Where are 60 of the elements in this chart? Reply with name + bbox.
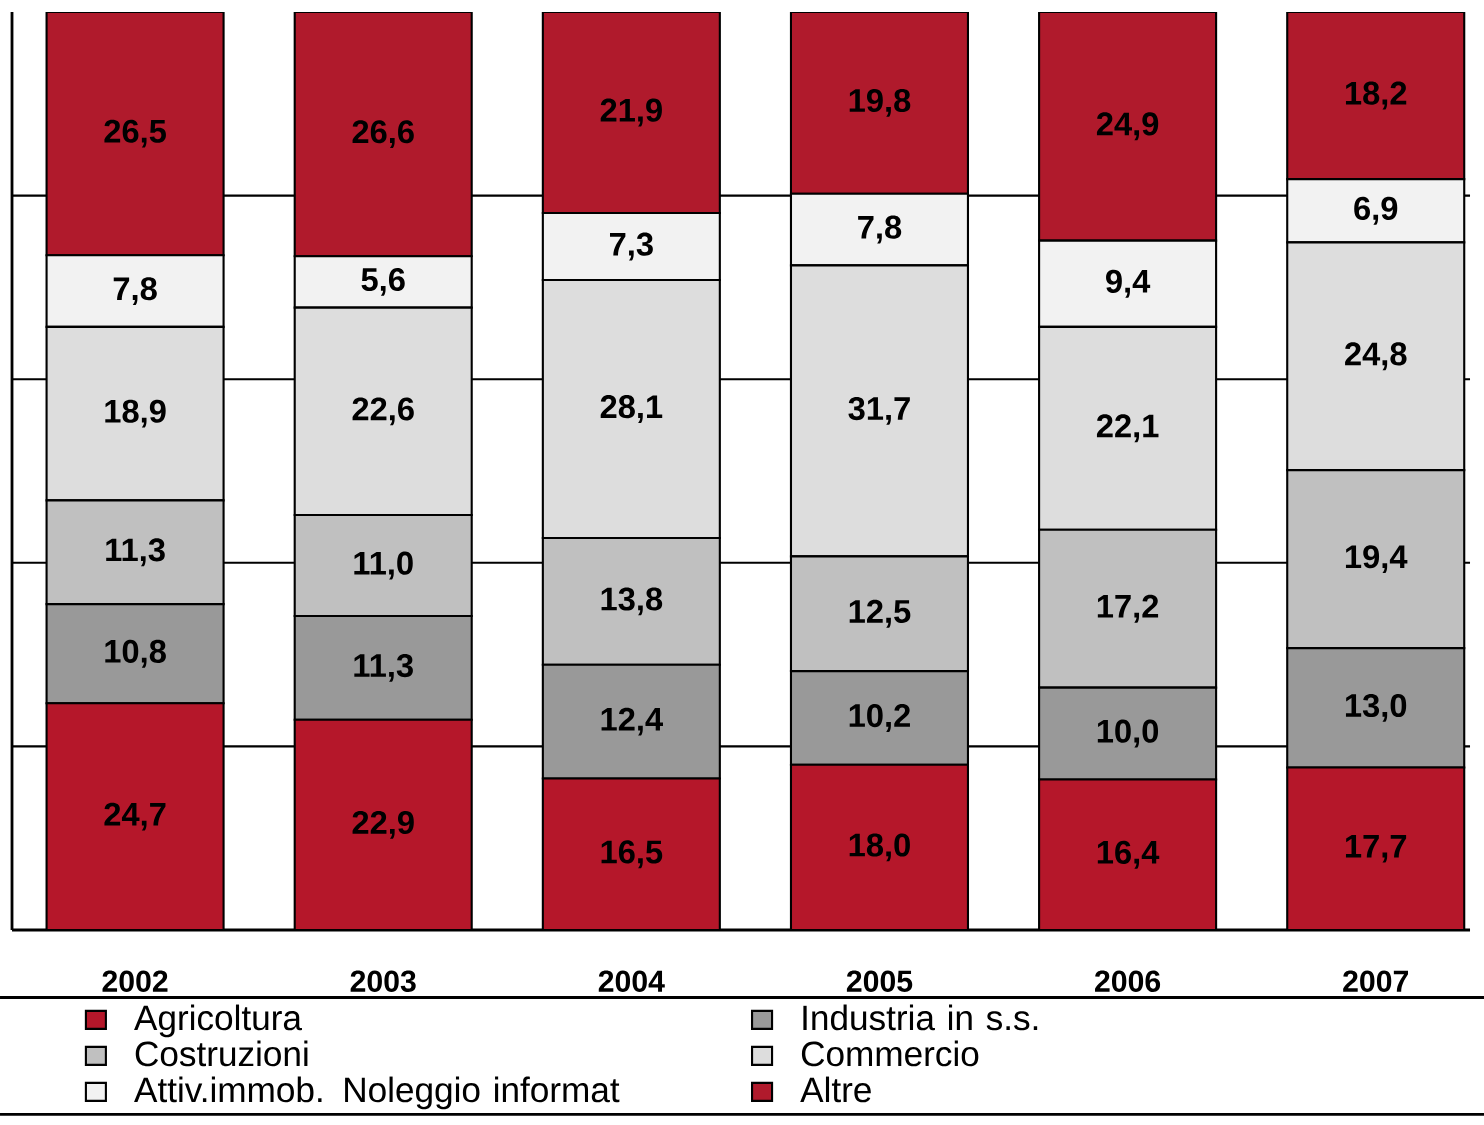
data-label: 26,6: [352, 120, 414, 149]
legend-label: Agricoltura: [134, 1004, 302, 1038]
data-label: 5,6: [361, 267, 405, 296]
data-label: 22,1: [1096, 414, 1159, 443]
bar: [541, 777, 721, 930]
data-label: 9,4: [1106, 269, 1151, 298]
legend-label: Altre: [800, 1076, 871, 1103]
data-label: 11,3: [106, 538, 165, 567]
data-label: 22,6: [352, 397, 414, 426]
data-label: 31,7: [848, 396, 910, 425]
data-label: 17,7: [1345, 834, 1407, 863]
data-label: 28,1: [600, 395, 663, 423]
bar: [541, 12, 721, 215]
x-tick-label: 2005: [846, 970, 913, 992]
data-label: 7,3: [610, 232, 653, 261]
data-label: 18,9: [105, 399, 166, 428]
legend-label: Attiv.immob. Noleggio informat: [134, 1076, 620, 1110]
data-label: 17,2: [1097, 594, 1159, 623]
data-label: 11,0: [354, 551, 413, 580]
x-tick-label: 2003: [350, 970, 416, 992]
x-tick-label: 2004: [598, 970, 665, 992]
data-label: 19,8: [849, 88, 911, 117]
bar: [1286, 12, 1466, 181]
bar: [293, 12, 473, 258]
data-label: 24,7: [104, 802, 166, 831]
data-label: 19,4: [1345, 545, 1408, 574]
data-label: 21,9: [600, 98, 662, 127]
data-label: 18,2: [1345, 81, 1407, 110]
data-label: 11,3: [354, 653, 413, 682]
data-label: 16,5: [601, 840, 663, 869]
data-label: 24,9: [1096, 112, 1159, 141]
data-label: 12,5: [849, 599, 911, 628]
legend-label: Costruzioni: [135, 1040, 308, 1067]
bar: [293, 718, 473, 930]
data-label: 18,0: [849, 833, 910, 862]
bar: [1038, 12, 1218, 242]
bar: [1038, 778, 1218, 930]
data-label: 10,2: [849, 704, 910, 732]
data-label: 13,8: [601, 587, 663, 616]
data-label: 6,9: [1354, 196, 1398, 225]
bar: [45, 702, 225, 930]
bar: [45, 12, 225, 257]
data-label: 7,8: [858, 215, 902, 244]
x-tick-label: 2002: [102, 970, 168, 992]
x-tick-label: 2007: [1343, 970, 1409, 992]
x-tick-label: 2006: [1095, 970, 1161, 992]
data-label: 12,4: [601, 707, 663, 736]
data-label: 24,8: [1345, 342, 1407, 371]
bar: [1286, 766, 1466, 930]
legend-label: Industria in s.s.: [803, 1004, 1038, 1031]
legend-label: Commercio: [801, 1040, 979, 1067]
bar: [789, 12, 970, 195]
data-label: 16,4: [1097, 840, 1160, 869]
data-label: 7,8: [113, 277, 157, 306]
data-label: 13,0: [1345, 693, 1407, 722]
data-label: 22,9: [352, 810, 414, 839]
bar: [789, 763, 970, 930]
data-label: 10,8: [105, 639, 166, 668]
data-label: 26,5: [104, 119, 166, 148]
data-label: 10,0: [1097, 719, 1159, 748]
